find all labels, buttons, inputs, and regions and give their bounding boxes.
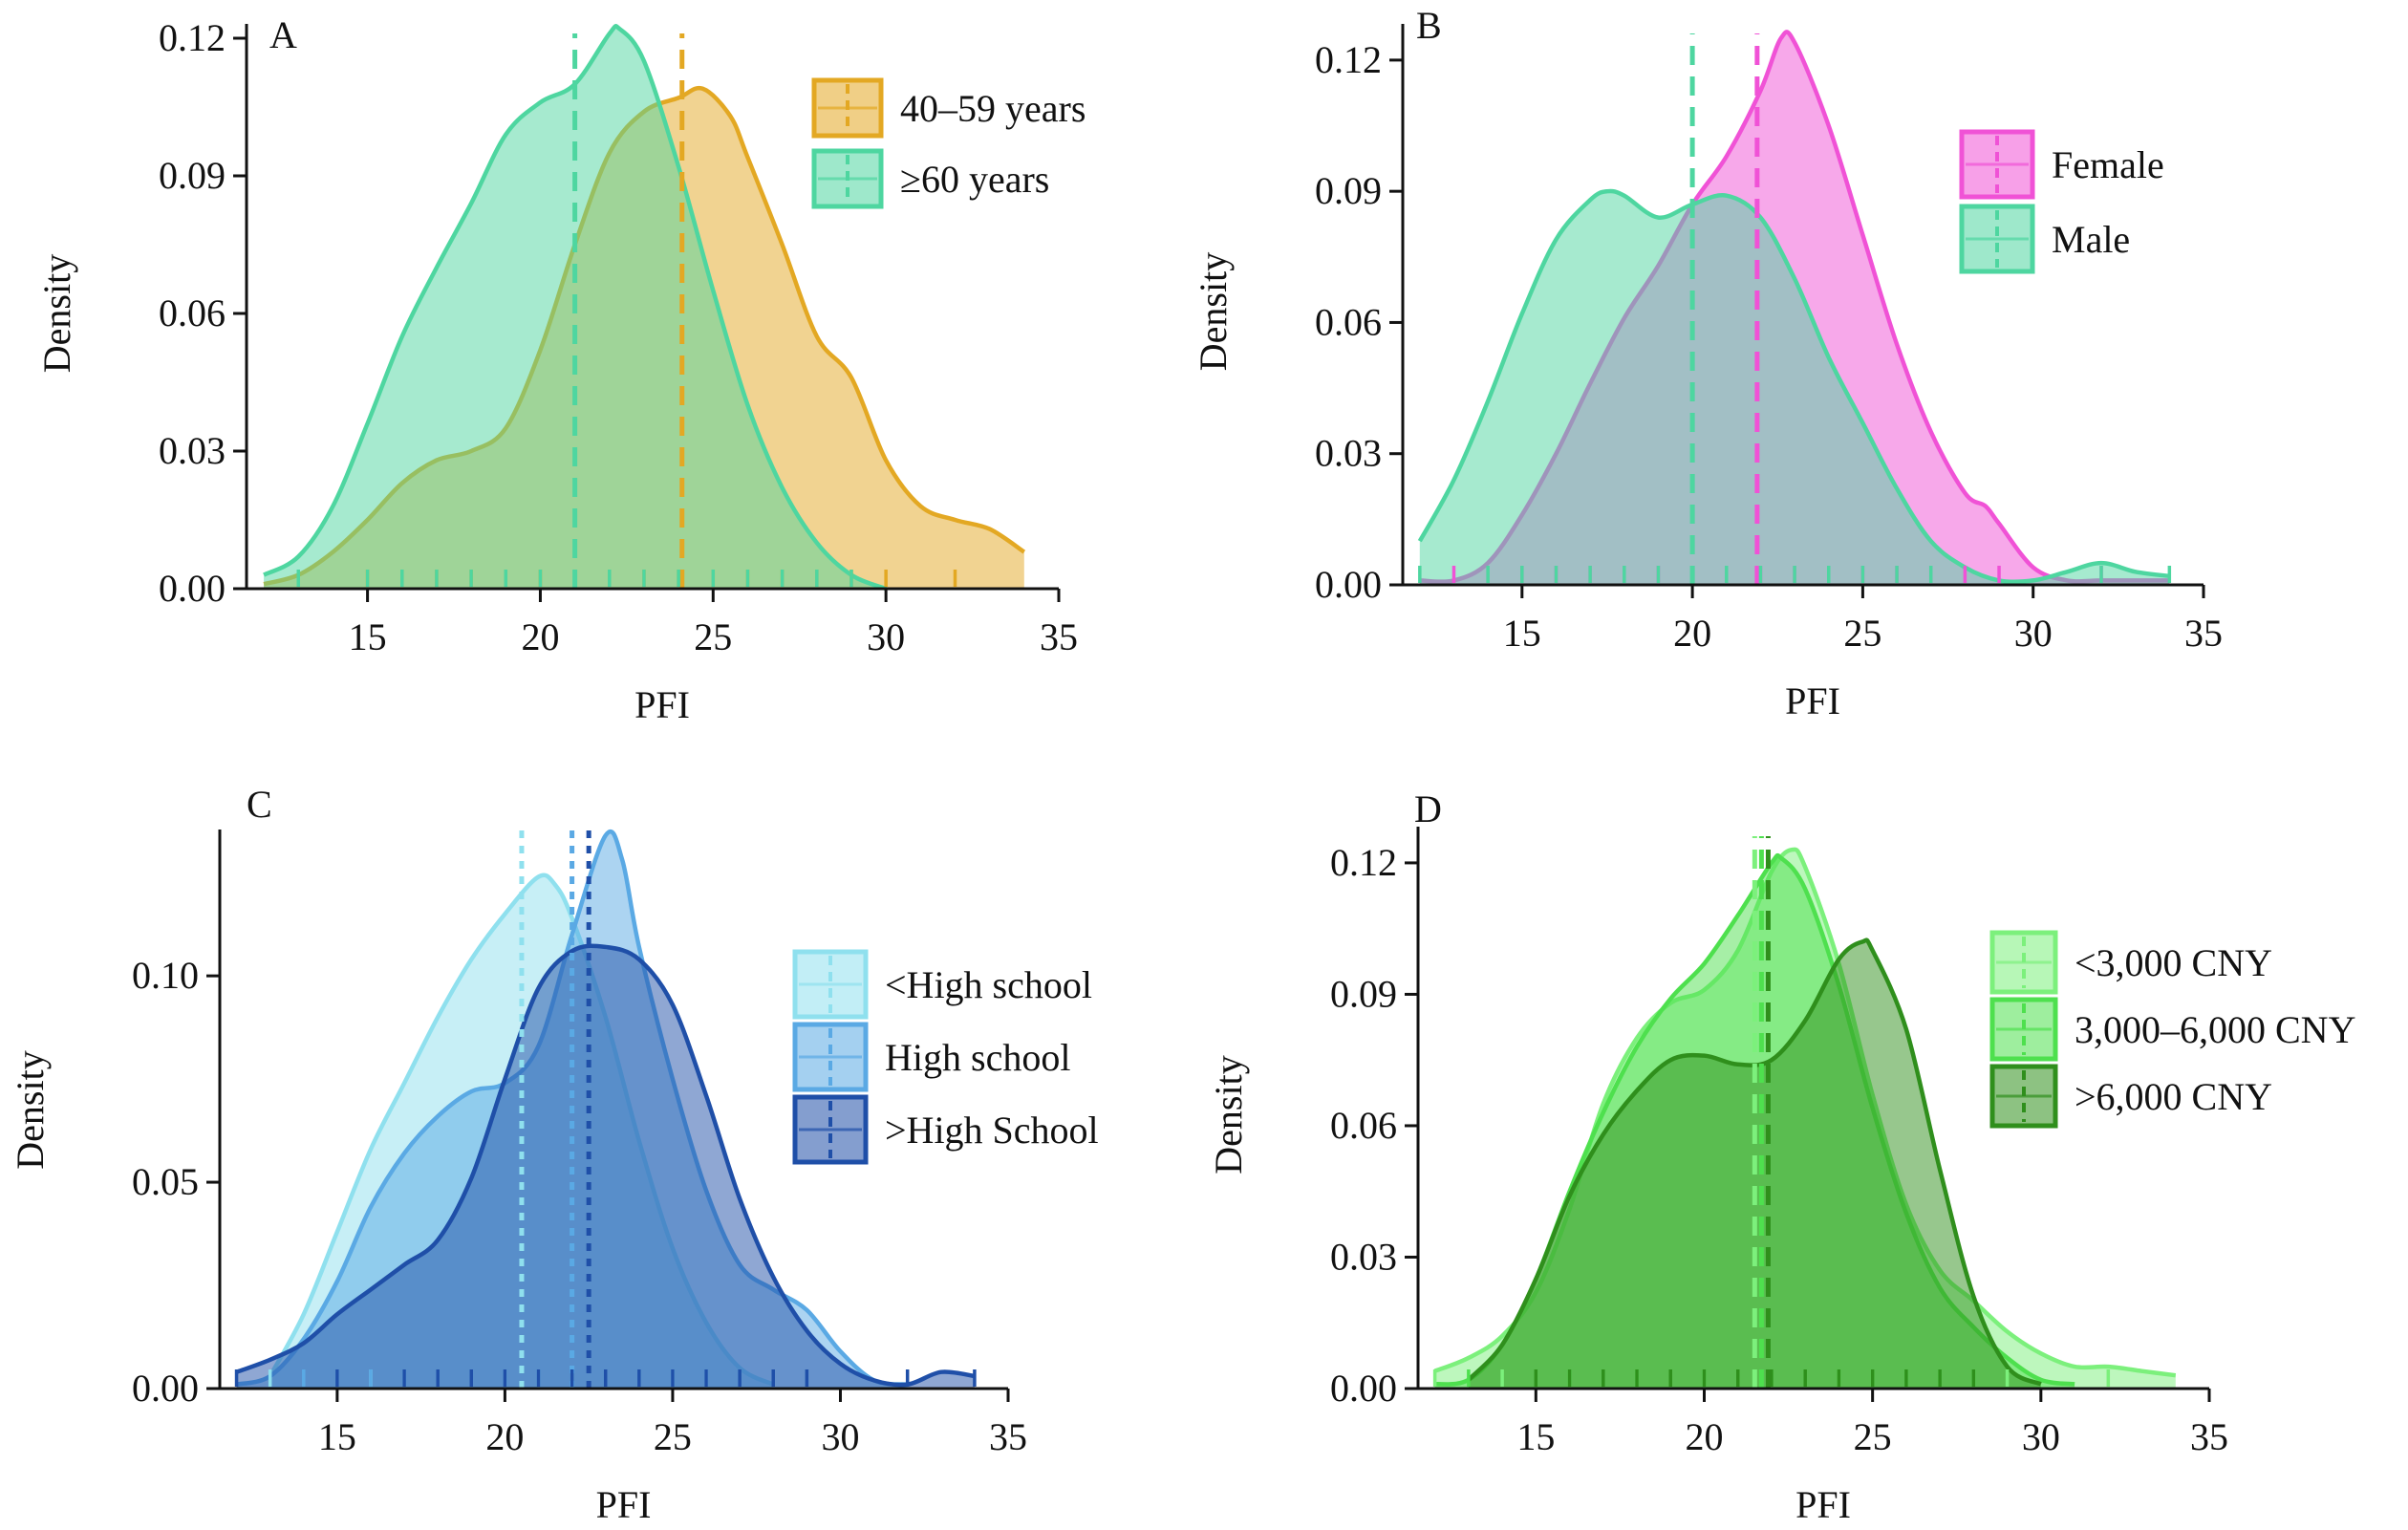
panel-label: D <box>1414 787 1442 830</box>
plot-area <box>234 827 977 1389</box>
y-tick-label: 0.06 <box>159 291 226 334</box>
axes: 15 20 25 30 35 0.00 0.03 0.06 0.09 0.12 <box>1330 827 2228 1458</box>
x-tick-label: 25 <box>654 1415 692 1458</box>
y-tick-label: 0.00 <box>1330 1367 1397 1410</box>
y-tick-label: 0.10 <box>132 954 199 997</box>
y-tick-label: 0.09 <box>1330 972 1397 1015</box>
legend: <High school High school >High School <box>792 949 1099 1165</box>
y-tick-label: 0.06 <box>1315 300 1382 343</box>
panel-label: B <box>1416 4 1442 47</box>
x-tick-label: 20 <box>485 1415 524 1458</box>
series-3-line <box>235 943 976 1388</box>
x-tick-label: 35 <box>2190 1415 2228 1458</box>
y-tick-label: 0.09 <box>159 154 226 197</box>
series-2-area <box>1419 190 2170 585</box>
legend-label: High school <box>885 1036 1070 1079</box>
x-axis-label: PFI <box>1785 679 1840 722</box>
x-axis-label: PFI <box>596 1483 652 1526</box>
y-axis-label: Density <box>1207 1055 1250 1174</box>
y-axis-label: Density <box>9 1050 52 1169</box>
panel-c: 15 20 25 30 35 0.00 0.05 0.10 PFI Density C <High s… <box>9 783 1099 1526</box>
legend-label: Female <box>2052 143 2164 186</box>
x-tick-label: 30 <box>867 615 905 658</box>
plot-area <box>1432 836 2177 1389</box>
legend-item: >6,000 CNY <box>1989 1064 2272 1129</box>
legend-label: Male <box>2052 218 2130 261</box>
y-tick-label: 0.05 <box>132 1160 199 1203</box>
legend-label: ≥60 years <box>900 158 1049 201</box>
legend-label: >High School <box>885 1109 1099 1152</box>
x-tick-label: 15 <box>1516 1415 1555 1458</box>
panel-b: 15 20 25 30 35 0.00 0.03 0.06 0.09 0.12 PFI Density… <box>1192 4 2223 722</box>
y-tick-label: 0.09 <box>1315 169 1382 212</box>
x-tick-label: 25 <box>1843 612 1881 655</box>
legend-label: <High school <box>885 963 1092 1006</box>
y-tick-label: 0.06 <box>1330 1104 1397 1147</box>
series-3-rug <box>234 1369 977 1387</box>
legend: 40–59 years ≥60 years <box>811 77 1086 209</box>
panel-a: 15 20 25 30 35 0.00 0.03 0.06 0.09 0.12 PFI Density… <box>35 13 1086 726</box>
y-tick-label: 0.03 <box>1330 1235 1397 1278</box>
legend-item: <High school <box>792 949 1092 1020</box>
y-tick-label: 0.12 <box>159 16 226 59</box>
y-tick-label: 0.00 <box>159 567 226 610</box>
legend: Female Male <box>1959 129 2164 274</box>
series-2-line <box>263 24 887 592</box>
x-tick-label: 35 <box>2184 612 2223 655</box>
plot-area <box>263 24 1026 592</box>
legend-item: ≥60 years <box>811 148 1049 209</box>
y-axis-label: Density <box>35 254 78 373</box>
legend-item: 3,000–6,000 CNY <box>1989 997 2355 1062</box>
panel-label: A <box>269 13 297 56</box>
y-tick-label: 0.03 <box>1315 432 1382 475</box>
y-axis-label: Density <box>1192 252 1235 371</box>
x-tick-label: 15 <box>349 615 387 658</box>
y-tick-label: 0.12 <box>1330 841 1397 884</box>
x-axis-label: PFI <box>634 683 690 726</box>
legend-label: 3,000–6,000 CNY <box>2075 1008 2355 1051</box>
series-3-area <box>236 945 975 1389</box>
legend-item: 40–59 years <box>811 77 1086 139</box>
legend-label: 40–59 years <box>900 87 1086 130</box>
x-tick-label: 15 <box>318 1415 356 1458</box>
legend-item: Male <box>1959 204 2130 274</box>
x-tick-label: 30 <box>821 1415 859 1458</box>
series-2-line <box>1417 188 2170 585</box>
plot-area <box>1417 30 2172 585</box>
axes: 15 20 25 30 35 0.00 0.03 0.06 0.09 0.12 <box>1315 24 2223 655</box>
legend-label: <3,000 CNY <box>2075 941 2272 984</box>
x-tick-label: 30 <box>2014 612 2053 655</box>
y-tick-label: 0.00 <box>132 1367 199 1410</box>
series-3-line <box>1467 937 2042 1387</box>
y-tick-label: 0.12 <box>1315 38 1382 81</box>
legend-label: >6,000 CNY <box>2075 1075 2272 1118</box>
panel-label: C <box>247 783 272 826</box>
y-tick-label: 0.00 <box>1315 563 1382 606</box>
y-tick-label: 0.03 <box>159 429 226 472</box>
series-3-rug <box>1534 1369 1976 1387</box>
x-tick-label: 20 <box>1673 612 1711 655</box>
legend-item: >High School <box>792 1094 1099 1165</box>
axes: 15 20 25 30 35 0.00 0.05 0.10 <box>132 830 1027 1458</box>
axes: 15 20 25 30 35 0.00 0.03 0.06 0.09 0.12 <box>159 16 1078 658</box>
legend-item: <3,000 CNY <box>1989 930 2272 995</box>
x-tick-label: 25 <box>694 615 732 658</box>
legend: <3,000 CNY 3,000–6,000 CNY >6,000 CNY <box>1989 930 2355 1129</box>
x-tick-label: 25 <box>1854 1415 1892 1458</box>
x-tick-label: 20 <box>1685 1415 1723 1458</box>
x-tick-label: 15 <box>1503 612 1541 655</box>
x-axis-label: PFI <box>1795 1483 1851 1526</box>
x-tick-label: 35 <box>1040 615 1078 658</box>
x-tick-label: 20 <box>521 615 559 658</box>
legend-item: Female <box>1959 129 2164 200</box>
panel-d: 15 20 25 30 35 0.00 0.03 0.06 0.09 0.12 PFI Density… <box>1207 787 2355 1526</box>
x-tick-label: 35 <box>989 1415 1027 1458</box>
legend-item: High school <box>792 1022 1070 1092</box>
x-tick-label: 30 <box>2022 1415 2060 1458</box>
